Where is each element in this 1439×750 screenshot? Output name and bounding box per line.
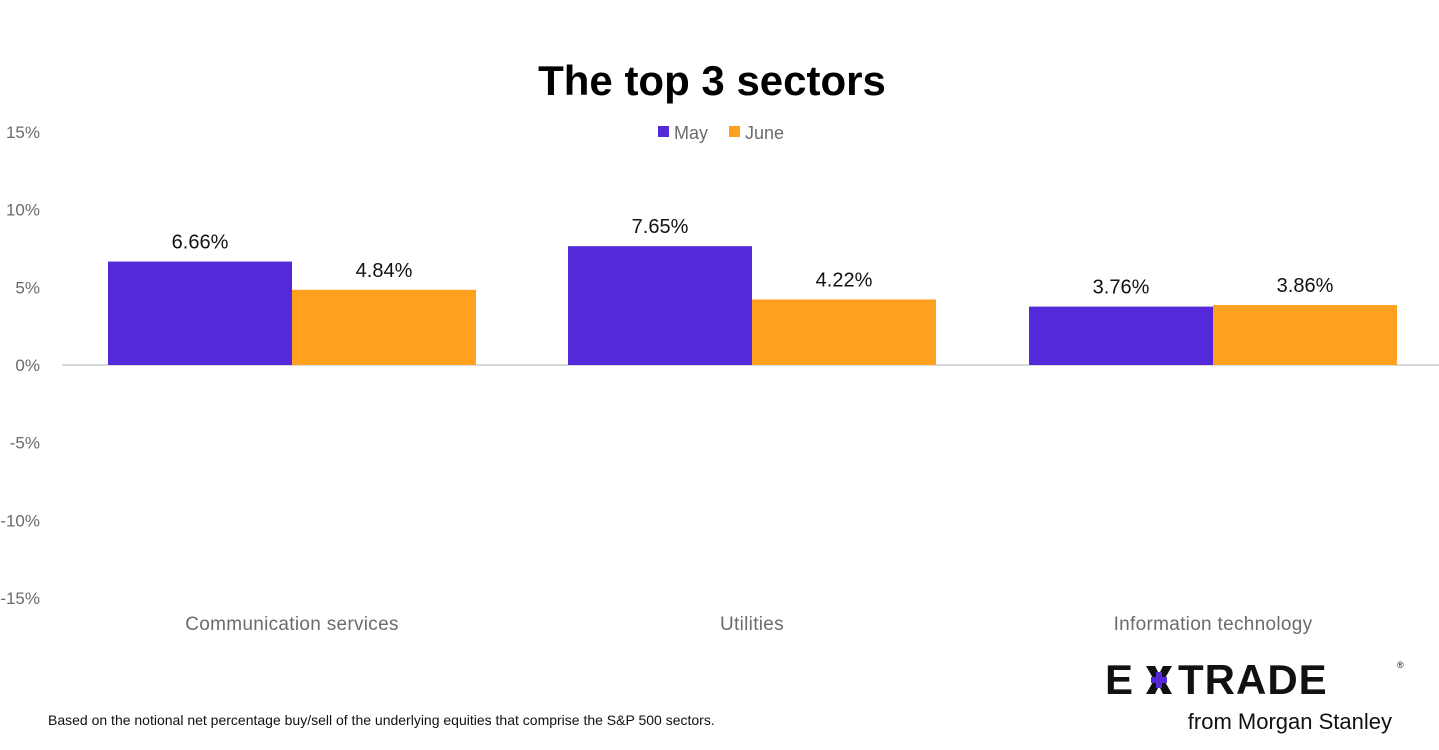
logo-star-icon (1146, 666, 1172, 694)
y-tick-label: 10% (6, 201, 40, 220)
data-label-may-1: 6.66% (172, 232, 229, 254)
legend-label-june: June (745, 123, 784, 143)
y-tick-label: 5% (15, 278, 40, 297)
bar-june-3 (1213, 305, 1397, 365)
bars-group (108, 246, 1397, 365)
category-label: Information technology (1114, 614, 1313, 635)
bar-may-2 (568, 246, 752, 365)
y-axis-ticks: 15% 10% 5% 0% -5% -10% -15% (0, 123, 40, 608)
data-label-june-3: 3.86% (1277, 275, 1334, 297)
data-labels-group: 6.66% 4.84% 7.65% 4.22% 3.76% 3.86% (172, 216, 1334, 298)
bar-may-1 (108, 261, 292, 365)
category-labels: Communication services Utilities Informati… (185, 614, 1312, 635)
legend-swatch-june (729, 126, 740, 137)
footnote: Based on the notional net percentage buy… (48, 712, 715, 728)
etrade-logo: E TRADE ® from Morgan Stanley (1105, 656, 1404, 734)
data-label-june-2: 4.22% (816, 269, 873, 291)
y-tick-label: -5% (10, 434, 40, 453)
category-label: Communication services (185, 614, 399, 635)
logo-subtitle: from Morgan Stanley (1188, 709, 1392, 734)
data-label-may-3: 3.76% (1093, 277, 1150, 299)
logo-trade-text: TRADE (1178, 656, 1328, 703)
y-tick-label: 0% (15, 356, 40, 375)
bar-june-2 (752, 299, 936, 365)
y-tick-label: -15% (0, 589, 40, 608)
legend: May June (658, 123, 784, 143)
y-tick-label: -10% (0, 511, 40, 530)
legend-swatch-may (658, 126, 669, 137)
data-label-may-2: 7.65% (632, 216, 689, 238)
bar-june-1 (292, 289, 476, 365)
logo-letter-e: E (1105, 656, 1134, 703)
registered-mark: ® (1397, 660, 1404, 670)
category-label: Utilities (720, 614, 784, 635)
data-label-june-1: 4.84% (356, 260, 413, 282)
chart-title: The top 3 sectors (538, 57, 886, 104)
y-tick-label: 15% (6, 123, 40, 142)
legend-label-may: May (674, 123, 708, 143)
bar-may-3 (1029, 306, 1213, 365)
